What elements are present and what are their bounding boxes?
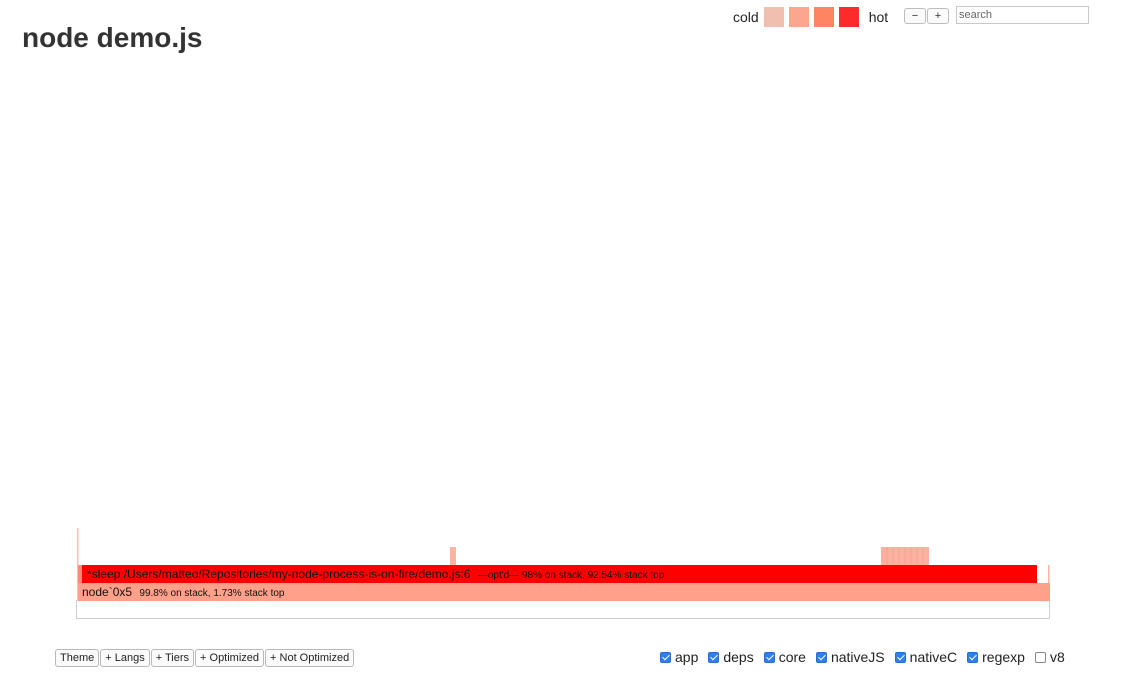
frame-sleep-details: —opt'd— 98% on stack, 92.54% stack top [478, 570, 665, 581]
checkbox-deps[interactable] [708, 651, 720, 663]
theme-button[interactable]: Theme [55, 649, 100, 667]
tiers-button[interactable]: + Tiers [150, 649, 195, 667]
small-frame[interactable] [1048, 565, 1050, 583]
filter-v8-label: v8 [1049, 649, 1065, 665]
checkbox-app[interactable] [660, 651, 671, 663]
frame-node-details: 99.8% on stack, 1.73% stack top [139, 588, 285, 599]
search-input[interactable] [956, 6, 1089, 24]
langs-button[interactable]: + Langs [100, 649, 150, 667]
small-frame[interactable] [78, 565, 82, 583]
filter-nativejs-label: nativeJS [830, 649, 885, 665]
filter-checkboxes: app deps core nativeJS nativeC regexp v8 [660, 649, 1065, 665]
filter-v8[interactable]: v8 [1034, 649, 1065, 665]
small-frame-gap [1037, 565, 1048, 583]
checkbox-regexp[interactable] [967, 651, 979, 663]
filter-app-label: app [675, 649, 699, 665]
child-frame-cluster[interactable] [881, 547, 929, 565]
legend-cold-label: cold [733, 9, 759, 25]
left-edge-frame [77, 528, 79, 600]
heat-legend: cold hot [733, 7, 888, 27]
legend-hot-label: hot [868, 9, 889, 25]
svg-text:*sleep /Users/matteo/Repositor: *sleep /Users/matteo/Repositories/my-nod… [87, 567, 665, 581]
checkbox-nativec[interactable] [894, 651, 906, 663]
checkbox-v8[interactable] [1034, 651, 1046, 663]
page-title: node demo.js [22, 22, 203, 53]
zoom-in-button[interactable]: + [927, 8, 949, 24]
zoom-out-button[interactable]: − [904, 8, 926, 24]
frame-sleep-name: *sleep /Users/matteo/Repositories/my-nod… [87, 567, 471, 581]
legend-swatch-4 [838, 7, 859, 27]
zoom-controls: − + [904, 8, 950, 24]
flamegraph-frame [76, 600, 1050, 619]
filter-core[interactable]: core [763, 649, 806, 665]
frame-node-name: node`0x5 [82, 585, 132, 599]
svg-text:node`0x5 99.8% on stac: node`0x5 99.8% on stack, 1.73% stack top [82, 585, 285, 599]
filter-app[interactable]: app [660, 649, 698, 665]
filter-nativejs[interactable]: nativeJS [815, 649, 885, 665]
filter-deps[interactable]: deps [708, 649, 754, 665]
filter-nativec-label: nativeC [909, 649, 958, 665]
legend-swatch-2 [788, 7, 809, 27]
filter-deps-label: deps [723, 649, 754, 665]
not-optimized-button[interactable]: + Not Optimized [265, 649, 355, 667]
filter-nativec[interactable]: nativeC [894, 649, 958, 665]
checkbox-nativejs[interactable] [815, 651, 827, 663]
checkbox-core[interactable] [763, 651, 775, 663]
legend-swatch-3 [813, 7, 834, 27]
filter-regexp-label: regexp [982, 649, 1025, 665]
filter-core-label: core [778, 649, 806, 665]
legend-swatch-1 [763, 7, 784, 27]
frame-sleep[interactable]: *sleep /Users/matteo/Repositories/my-nod… [82, 565, 1037, 583]
option-controls: Theme + Langs + Tiers + Optimized + Not … [55, 649, 355, 667]
flamegraph: node`0x5 99.8% on stack, 1.73% stack top… [76, 528, 1050, 619]
frame-node[interactable]: node`0x5 99.8% on stack, 1.73% stack top [78, 583, 1050, 601]
child-frame[interactable] [450, 547, 456, 565]
optimized-button[interactable]: + Optimized [195, 649, 265, 667]
filter-regexp[interactable]: regexp [967, 649, 1025, 665]
